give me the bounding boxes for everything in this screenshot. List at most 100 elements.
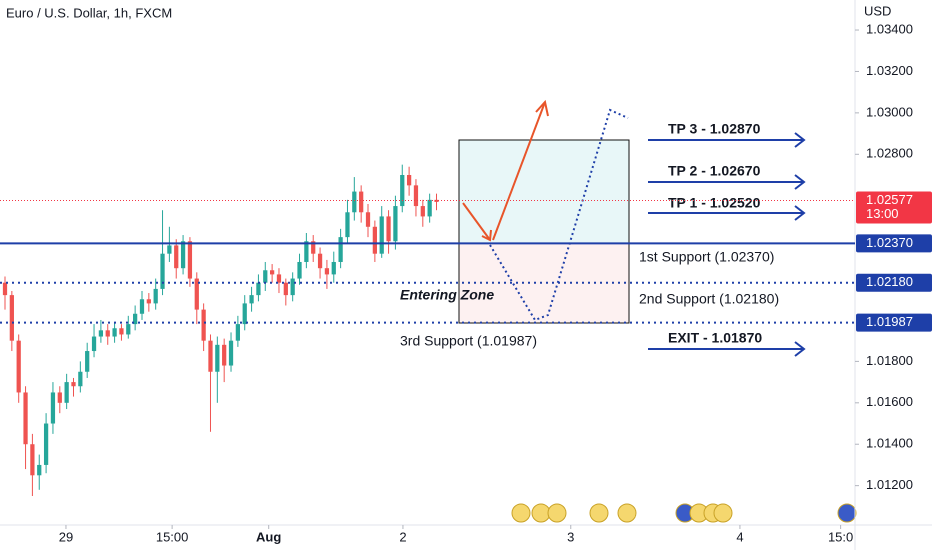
candle-body xyxy=(222,344,227,366)
candle-body xyxy=(283,282,288,296)
y-tick-label: 1.01200 xyxy=(866,477,913,492)
candle-body xyxy=(359,191,364,213)
candle-body xyxy=(242,303,247,325)
candle-body xyxy=(386,216,391,242)
candle-body xyxy=(263,270,268,283)
candle-body xyxy=(338,237,343,262)
candle-body xyxy=(304,241,309,262)
x-tick-label: 15:0 xyxy=(828,529,853,544)
tp1-label: TP 1 - 1.02520 xyxy=(668,195,761,211)
y-tick-label: 1.03200 xyxy=(866,63,913,78)
event-icon xyxy=(589,503,609,523)
candle-body xyxy=(43,423,49,465)
candle-body xyxy=(228,340,234,366)
price-tag xyxy=(856,273,932,292)
candle-body xyxy=(372,226,377,254)
candle-body xyxy=(270,270,275,275)
candle-body xyxy=(276,274,282,283)
arrow-head xyxy=(794,174,806,190)
event-icon xyxy=(713,503,733,523)
candle-body xyxy=(215,344,220,372)
tp-arrows xyxy=(648,132,806,357)
price-tag-label: 1.01987 xyxy=(866,314,913,329)
candle-body xyxy=(9,295,14,341)
candle-body xyxy=(23,392,28,445)
arrow-head xyxy=(794,205,806,221)
candle-body xyxy=(194,278,199,310)
exit-label: EXIT - 1.01870 xyxy=(668,330,762,346)
candle-body xyxy=(365,212,371,227)
tp2-label: TP 2 - 1.02670 xyxy=(668,163,761,179)
trade-boxes xyxy=(458,139,630,324)
candle-body xyxy=(91,336,97,352)
candle-body xyxy=(133,313,138,325)
arrow-head xyxy=(794,341,806,357)
candle-body xyxy=(146,299,151,304)
candle-body xyxy=(201,309,206,341)
candle-body xyxy=(37,464,42,476)
path-projection xyxy=(489,108,629,322)
candle-body xyxy=(174,245,179,269)
y-tick-label: 1.03400 xyxy=(866,21,913,36)
up-arrow xyxy=(492,101,546,241)
price-tag-label: 1.02370 xyxy=(866,235,913,250)
candle-body xyxy=(139,299,145,314)
y-tick-label: 1.03000 xyxy=(866,104,913,119)
price-tag-label: 1.02180 xyxy=(866,274,913,289)
candle-body xyxy=(112,328,117,337)
candle-body xyxy=(187,241,193,279)
candle-body xyxy=(208,340,213,372)
candle-body xyxy=(393,206,398,242)
candle-body xyxy=(317,253,323,269)
current-price-time: 13:00 xyxy=(866,206,899,221)
candle-body xyxy=(30,444,35,476)
x-tick-label: 3 xyxy=(567,529,574,544)
stop-box xyxy=(458,242,630,324)
x-tick-label: Aug xyxy=(256,529,281,544)
target-box xyxy=(458,139,630,244)
x-tick-label: 4 xyxy=(736,529,743,544)
zone-label: Entering Zone xyxy=(400,287,494,303)
candle-body xyxy=(64,382,69,403)
candle-body xyxy=(311,241,316,254)
x-tick-label: 2 xyxy=(399,529,406,544)
y-tick-label: 1.01600 xyxy=(866,394,913,409)
candle-body xyxy=(85,351,90,372)
candle-body xyxy=(324,268,330,275)
y-tick-label: 1.01400 xyxy=(866,436,913,451)
candle-body xyxy=(105,330,110,337)
candle-body xyxy=(71,382,76,387)
event-icons xyxy=(511,503,857,523)
up-arrow-head xyxy=(535,99,549,117)
candle-body xyxy=(345,212,350,238)
candle-body xyxy=(434,199,439,202)
y-tick-label: 1.01800 xyxy=(866,353,913,368)
support1-label: 1st Support (1.02370) xyxy=(639,249,774,265)
event-icon xyxy=(511,503,531,523)
entry-arrow-head xyxy=(481,229,492,242)
event-icon xyxy=(547,503,567,523)
arrow-head xyxy=(794,132,806,148)
candle-body xyxy=(331,261,336,275)
candle-body xyxy=(57,392,62,403)
candle-body xyxy=(50,392,56,424)
y-tick-label: 1.02800 xyxy=(866,146,913,161)
candle-body xyxy=(98,330,104,337)
entry-arrow xyxy=(462,202,491,241)
candle-body xyxy=(297,261,302,279)
current-price-tag xyxy=(856,191,932,224)
event-icon xyxy=(531,503,551,523)
event-icon xyxy=(837,503,857,523)
candle-body xyxy=(406,175,412,186)
support3-label: 3rd Support (1.01987) xyxy=(400,333,537,349)
candle-body xyxy=(235,324,240,341)
candle-body xyxy=(352,191,357,213)
candle-body xyxy=(160,253,165,289)
event-icon xyxy=(617,503,637,523)
price-tag xyxy=(856,313,932,332)
candle-body xyxy=(167,245,172,254)
chart-title: Euro / U.S. Dollar, 1h, FXCM xyxy=(6,5,172,20)
candle-body xyxy=(249,295,254,304)
y-axis-label: USD xyxy=(864,3,891,18)
